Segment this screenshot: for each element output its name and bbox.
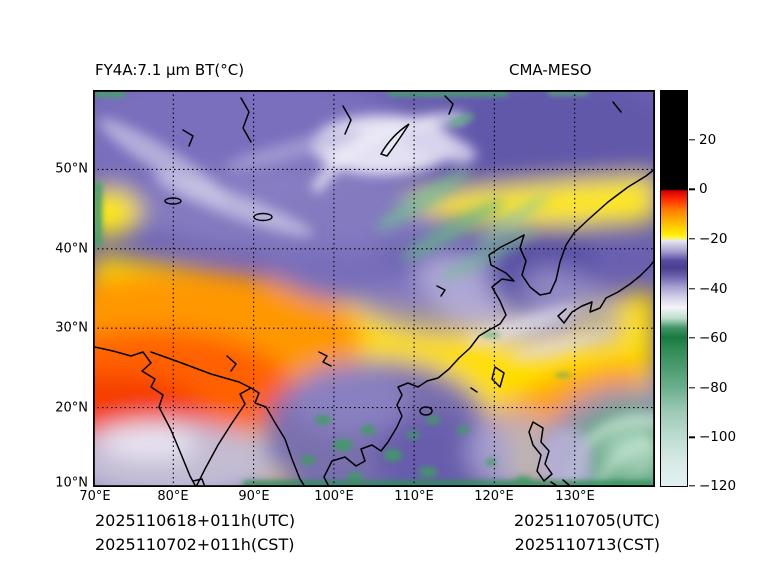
init-time-cst: 2025110702+011h(CST) xyxy=(95,535,295,554)
x-tick-80e: 80°E xyxy=(157,489,189,504)
colorbar-label-n20: −20 xyxy=(699,230,728,247)
x-tick-120e: 120°E xyxy=(474,489,514,504)
coastlines xyxy=(93,95,655,487)
figure-title: FY4A:7.1 μm BT(°C) xyxy=(95,61,245,79)
map-plot-area xyxy=(93,90,655,487)
y-tick-30n: 30°N xyxy=(55,320,88,336)
y-tick-20n: 20°N xyxy=(55,400,88,416)
colorbar-label-n100: −100 xyxy=(699,429,737,446)
y-tick-50n: 50°N xyxy=(55,161,88,177)
colorbar xyxy=(660,90,688,487)
x-tick-70e: 70°E xyxy=(79,489,111,504)
colorbar-tick xyxy=(689,238,695,240)
colorbar-tick xyxy=(689,287,695,290)
lake-baikal xyxy=(379,123,410,157)
satellite-bt-map xyxy=(93,90,655,487)
init-time-utc: 2025110618+011h(UTC) xyxy=(95,511,296,530)
valid-time-utc: 2025110705(UTC) xyxy=(514,511,660,530)
colorbar-tick xyxy=(689,387,695,389)
plot-border xyxy=(93,90,655,487)
timestamp-right-block: 2025110705(UTC) 2025110713(CST) xyxy=(514,509,660,557)
x-tick-90e: 90°E xyxy=(238,489,270,504)
colorbar-label-n80: −80 xyxy=(699,379,728,396)
x-tick-100e: 100°E xyxy=(314,489,354,504)
colorbar-label-20: 20 xyxy=(699,131,717,148)
colorbar-tick xyxy=(689,138,695,141)
y-tick-40n: 40°N xyxy=(55,241,88,257)
x-tick-110e: 110°E xyxy=(394,489,434,504)
colorbar-tick xyxy=(689,337,695,339)
graticule-gridlines xyxy=(93,90,655,487)
x-tick-130e: 130°E xyxy=(555,489,595,504)
colorbar-tick xyxy=(689,188,695,190)
colorbar-label-n60: −60 xyxy=(699,330,728,347)
colorbar-label-n40: −40 xyxy=(699,280,728,297)
timestamp-left-block: 2025110618+011h(UTC) 2025110702+011h(CST… xyxy=(95,509,295,557)
colorbar-tick xyxy=(689,484,695,487)
valid-time-cst: 2025110713(CST) xyxy=(514,535,660,554)
colorbar-tick xyxy=(689,436,695,439)
colorbar-label-n120: −120 xyxy=(699,477,737,494)
colorbar-label-0: 0 xyxy=(699,181,708,198)
cold-cloud-patches xyxy=(93,90,653,487)
model-label: CMA-MESO xyxy=(509,61,592,79)
y-tick-10n: 10°N xyxy=(55,475,88,491)
